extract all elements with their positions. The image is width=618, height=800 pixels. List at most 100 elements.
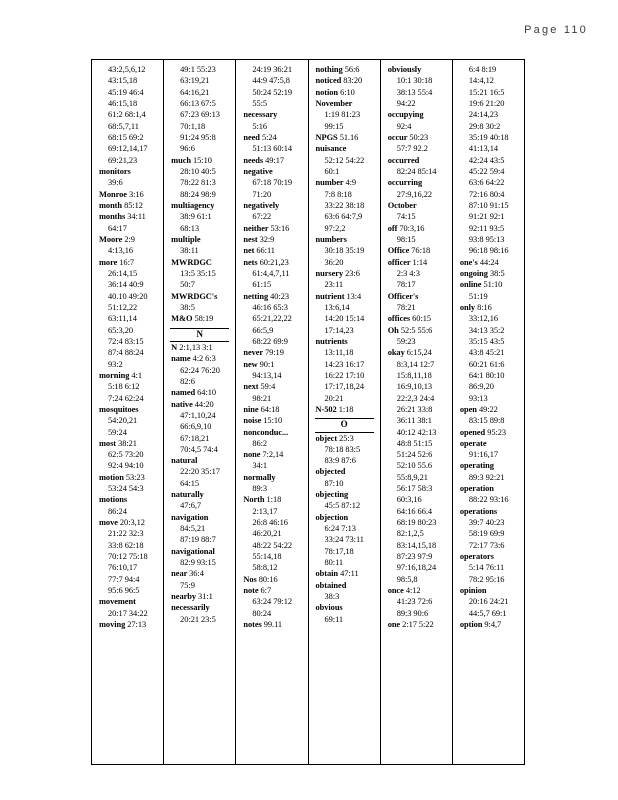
index-reference-list: 64:10 (197, 388, 216, 398)
index-headword: morning (99, 370, 130, 380)
index-reference-line: 64:17 (108, 223, 127, 233)
index-headword-entry: negatively (238, 200, 305, 211)
index-reference-list: 32:9 (259, 234, 275, 244)
index-reference-line: 45:22 59:4 (468, 166, 505, 176)
index-headword: open (459, 404, 477, 414)
index-reference-line: 16:9,10,13 (396, 382, 433, 392)
index-headword-entry: move 20:3,12 (94, 517, 161, 528)
index-reference-list: 49:17 (265, 155, 284, 165)
index-reference-line: 96:18 98:16 (468, 246, 509, 256)
index-headword: necessary (243, 110, 278, 120)
index-reference-line: 26:21 33:8 (396, 404, 433, 414)
index-reference-line: 39:7 40:23 (468, 518, 505, 528)
index-headword: Office (387, 246, 410, 256)
index-headword-entry: Office 76:18 (383, 245, 450, 256)
index-headword-entry: need 5:24 (238, 132, 305, 143)
index-reference-line: 50:24 52:19 (252, 87, 293, 97)
index-headword-entry: next 59:4 (238, 381, 305, 392)
index-reference-line: 64:16,21 (180, 87, 210, 97)
index-headword: moving (99, 620, 126, 630)
index-reference-line: 63:11,14 (108, 314, 137, 324)
alphabet-section-rule (314, 431, 374, 433)
index-reference-line: 67:22 (252, 212, 272, 222)
index-headword-entry: nine 64:18 (238, 404, 305, 415)
index-headword-entry: never 79:19 (238, 347, 305, 358)
index-reference-line: 33:24 73:11 (324, 535, 364, 545)
index-headword: operating (459, 461, 494, 471)
index-reference-line: 24:19 36:21 (252, 65, 293, 74)
index-table: 43:2,5,6,12 43:15,18 45:19 46:4 46:15,18 61:… (91, 59, 525, 765)
index-headword: needs (243, 155, 264, 165)
index-reference-list: 15:10 (193, 155, 212, 165)
index-reference-line: 99:15 (324, 121, 344, 131)
index-reference-line: 68:13 (180, 223, 199, 233)
index-headword-entry: near 36:4 (166, 568, 233, 579)
index-reference-list: 8:16 (477, 302, 492, 312)
index-headword: multiagency (171, 200, 215, 210)
index-headword: movement (99, 597, 136, 607)
index-headword: M&O (171, 314, 193, 324)
index-reference-list: 38:21 (118, 438, 137, 448)
index-headword-entry: neither 53:16 (238, 223, 305, 234)
index-headword: named (171, 388, 196, 398)
index-reference-line: 34:1 (252, 461, 268, 471)
index-reference-line: 6:24 7:13 (324, 524, 356, 534)
index-reference-list: 9:4,7 (484, 620, 502, 630)
index-reference-line: 86:9,20 (468, 382, 494, 392)
index-headword-entry: multiagency (166, 200, 233, 211)
index-reference-line: 87:19 88:7 (180, 535, 216, 545)
index-reference-line: 46:16 65:3 (252, 302, 288, 312)
index-headword-entry: N-502 1:18 (311, 404, 378, 415)
index-reference-line: 59:24 (108, 427, 127, 437)
index-reference-list: 6:7 (260, 586, 272, 596)
index-headword: motion (99, 472, 124, 482)
index-reference-line: 13:5 35:15 (180, 268, 216, 278)
index-reference-line: 67:18 70:19 (252, 178, 293, 188)
index-reference-line: 92:4 94:10 (108, 461, 144, 471)
index-headword: Nos (243, 574, 257, 584)
index-reference-list: 2:17 5:22 (402, 620, 434, 630)
index-headword: months (99, 212, 126, 222)
index-headword: operate (459, 438, 487, 448)
index-reference-line: 43:2,5,6,12 (108, 65, 146, 74)
index-reference-line: 83:15 89:8 (468, 416, 505, 426)
index-headword-entry: off 70:3,16 (383, 223, 450, 234)
index-reference-line: 59:23 (396, 336, 416, 346)
index-headword: noticed (315, 76, 342, 86)
index-reference-list: 25:3 (339, 433, 354, 443)
index-reference-line: 15:21 16:5 (468, 87, 505, 97)
index-reference-line: 2:13,17 (252, 506, 278, 516)
index-reference-line: 60:21 61:6 (468, 359, 505, 369)
index-headword-entry: more 16:7 (94, 257, 161, 268)
index-headword: normally (243, 472, 276, 482)
index-column: 6:4 8:19 14:4,12 15:21 16:5 19:6 21:20 24:14… (453, 60, 524, 764)
index-headword-entry: negative (238, 166, 305, 177)
index-reference-line: 17:17,18,24 (324, 382, 365, 392)
index-headword: only (459, 302, 476, 312)
index-headword: okay (387, 348, 405, 358)
index-reference-line: 38:5 (180, 302, 195, 312)
index-headword-entry: nest 32:9 (238, 234, 305, 245)
index-headword: much (171, 155, 191, 165)
index-reference-line: 78:21 (396, 302, 416, 312)
index-headword: obviously (387, 65, 422, 74)
index-headword: N-502 (315, 404, 337, 414)
index-headword-entry: month 85:12 (94, 200, 161, 211)
index-reference-line: 98:21 (252, 393, 272, 403)
alphabet-section-divider: N (170, 327, 230, 340)
index-headword-entry: named 64:10 (166, 387, 233, 398)
index-reference-line: 70:4,5 74:4 (180, 444, 218, 454)
index-reference-list: 83:20 (343, 76, 363, 86)
index-reference-line: 20:21 23:5 (180, 614, 216, 624)
index-reference-line: 52:10 55.6 (396, 461, 433, 471)
index-reference-line: 91:16,17 (468, 450, 499, 460)
index-headword: move (99, 518, 118, 528)
index-reference-line: 38:3 (324, 592, 340, 602)
index-reference-line: 46:20,21 (252, 529, 282, 539)
index-reference-line: 2:3 4:3 (396, 268, 420, 278)
index-reference-line: 62:5 73:20 (108, 450, 144, 460)
index-headword-entry: objecting (311, 489, 378, 500)
index-reference-line: 97:2,2 (324, 223, 346, 233)
index-headword: note (243, 586, 259, 596)
index-reference-line: 71:20 (252, 189, 272, 199)
